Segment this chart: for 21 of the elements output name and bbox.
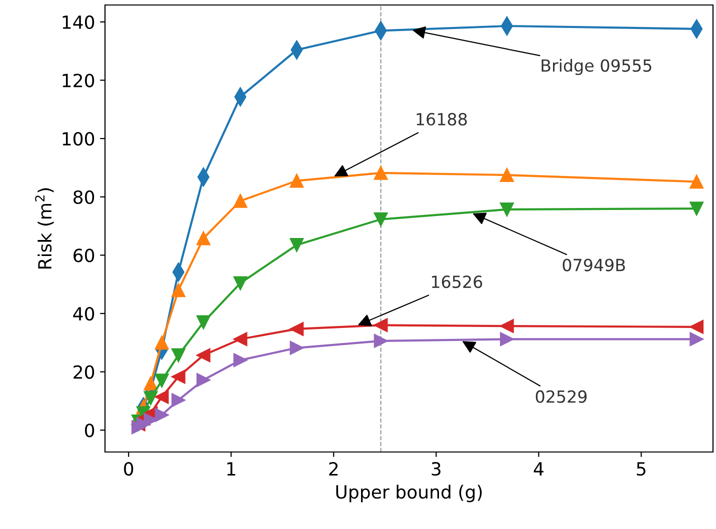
y-tick-label: 0 xyxy=(84,424,94,438)
x-tick-label: 3 xyxy=(432,462,440,476)
annotation: 02529 xyxy=(536,390,587,403)
y-tick-label: 80 xyxy=(74,190,94,204)
x-tick-label: 4 xyxy=(534,462,544,476)
y-tick-label: 20 xyxy=(74,365,94,379)
y-tick-label: 120 xyxy=(62,74,94,88)
annotation: 07949B xyxy=(562,258,625,272)
annotation: Bridge 09555 xyxy=(542,58,652,76)
y-axis-title: Risk (m$^{2}$) xyxy=(35,188,54,269)
y-tick-label: 60 xyxy=(74,248,94,262)
annotation: 16526 xyxy=(432,276,482,288)
x-tick-label: 2 xyxy=(329,462,338,476)
x-tick-label: 1 xyxy=(227,462,236,476)
annotation: 16188 xyxy=(416,112,467,126)
y-tick-label: 100 xyxy=(62,132,94,146)
x-axis-title: Upper bound (g) xyxy=(336,484,482,502)
y-tick-label: 140 xyxy=(62,15,94,30)
x-tick-label: 5 xyxy=(636,462,646,476)
y-tick-label: 40 xyxy=(73,306,94,321)
x-tick-label: 0 xyxy=(124,462,134,476)
